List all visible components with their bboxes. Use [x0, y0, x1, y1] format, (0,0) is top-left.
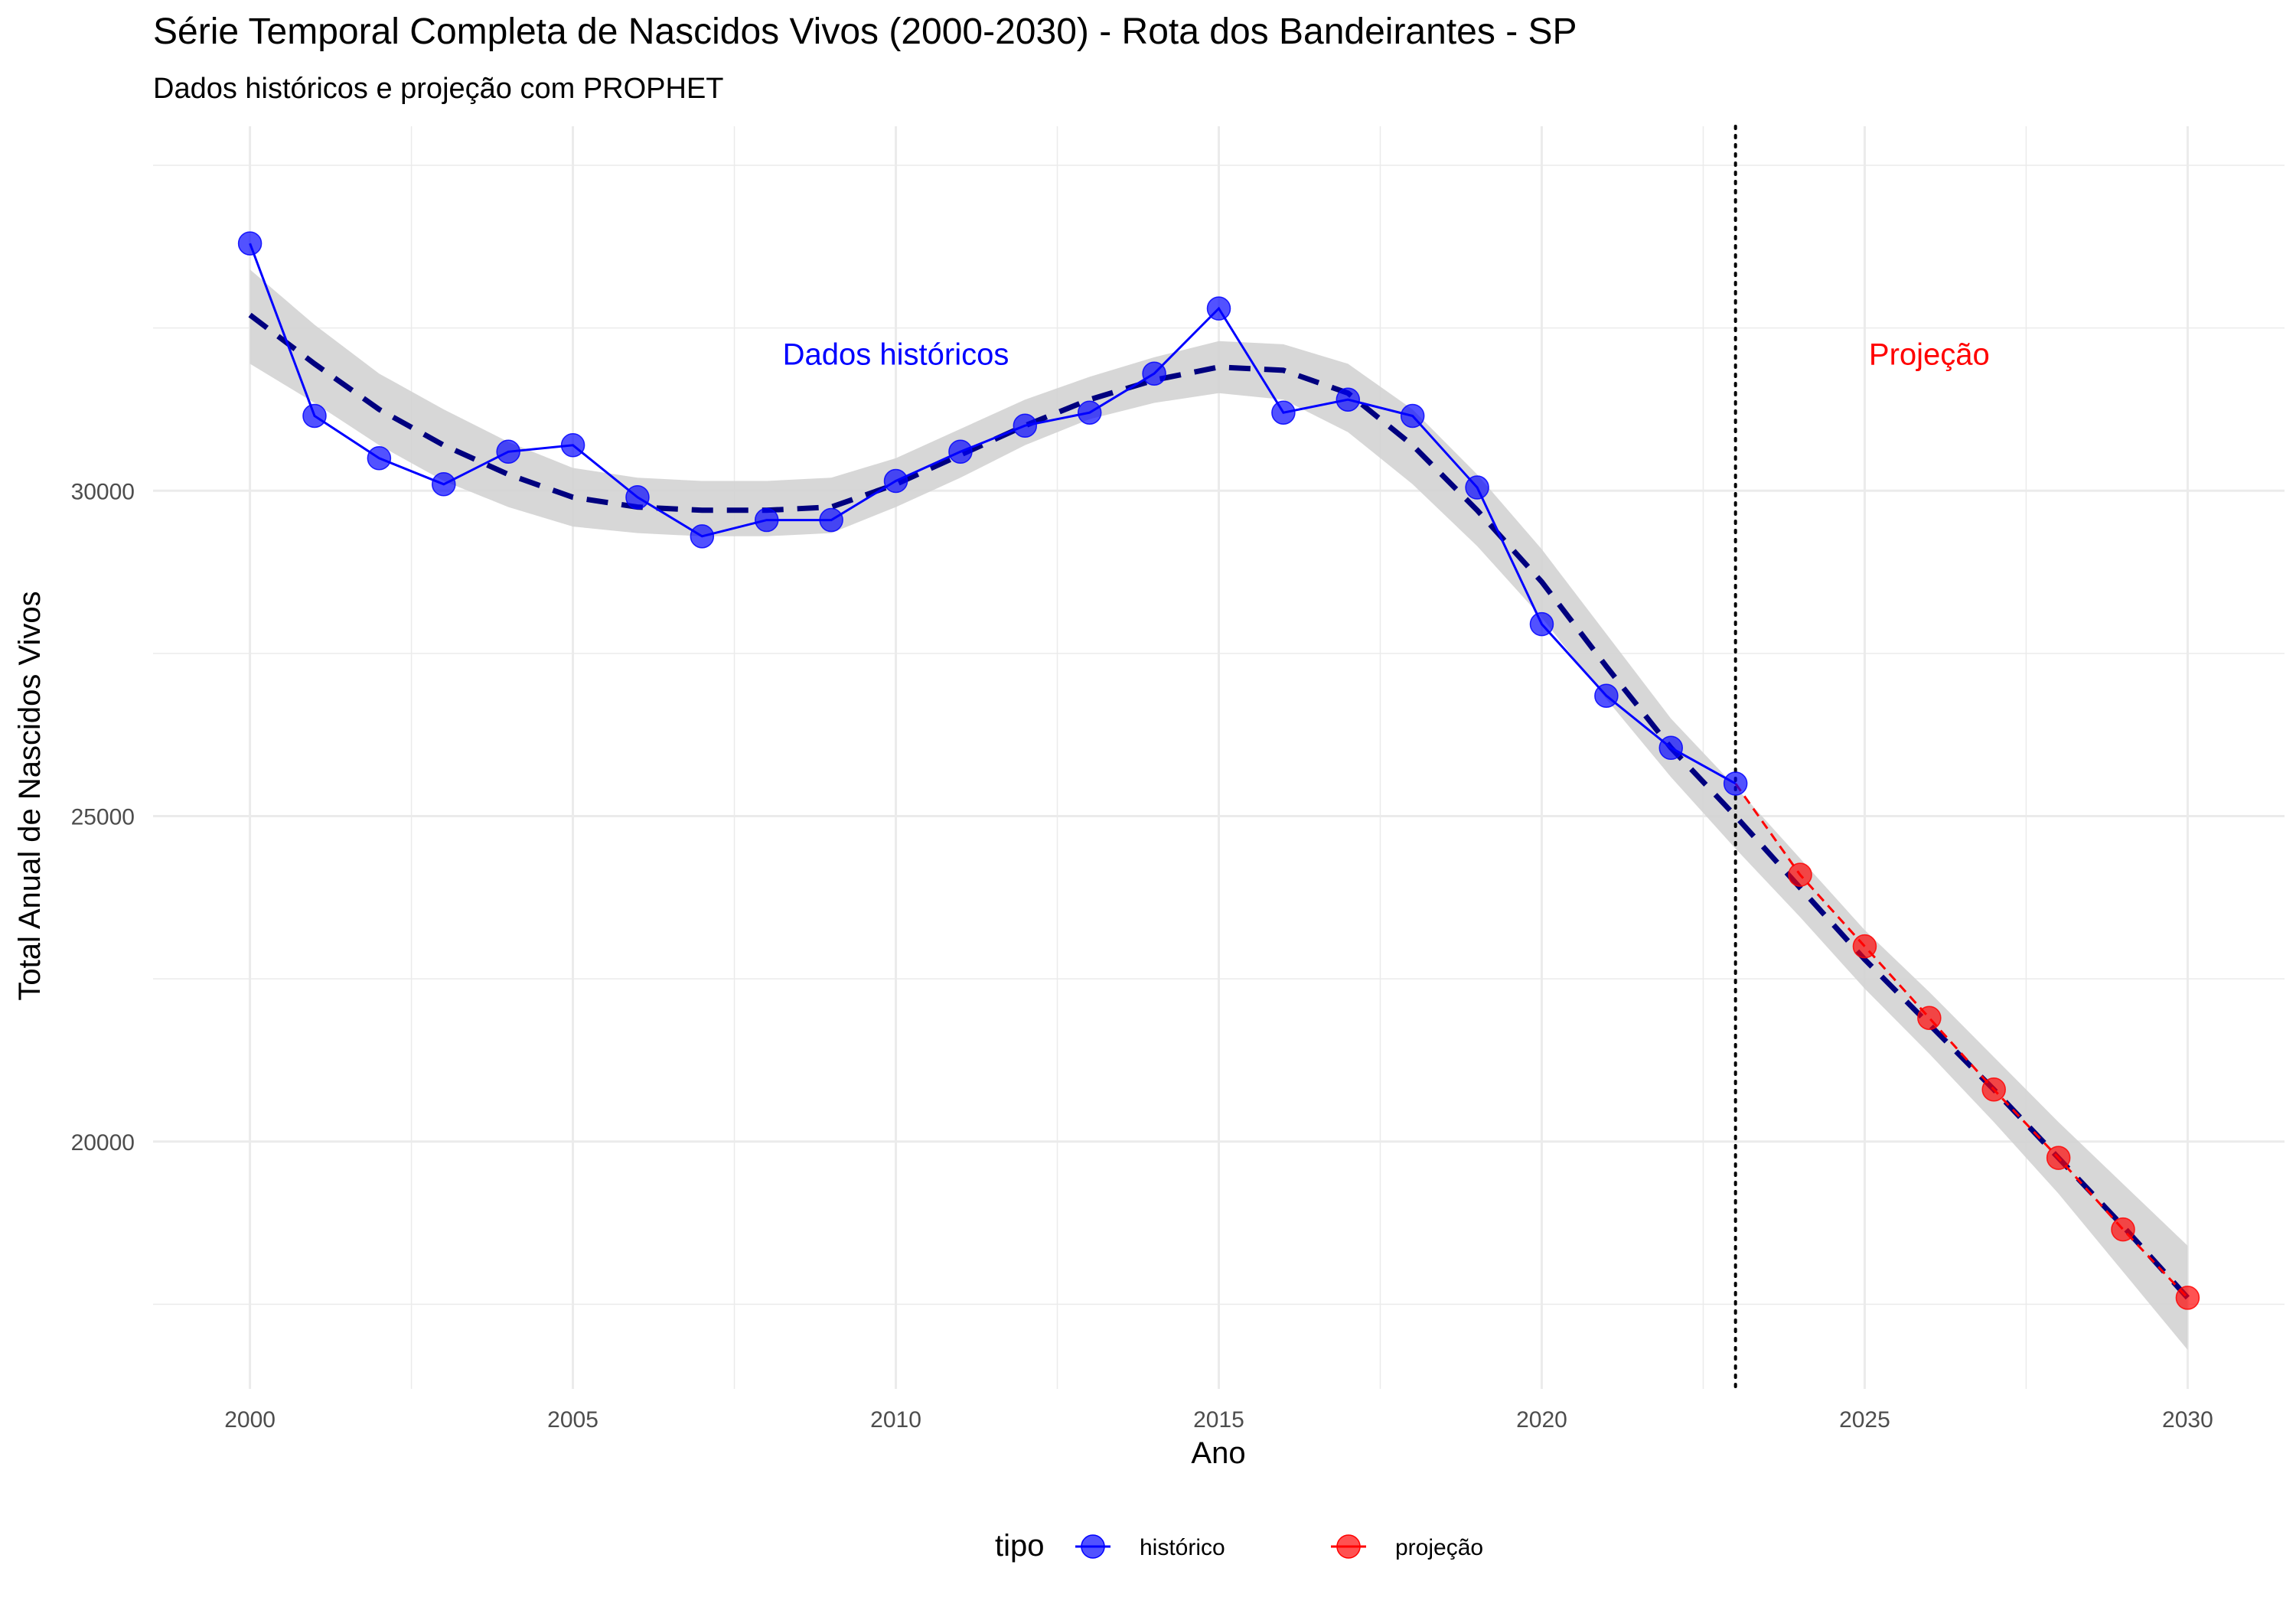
x-tick-label: 2030	[2162, 1407, 2213, 1433]
smooth-trend-line	[248, 312, 2190, 1300]
trend-line	[248, 312, 2190, 1300]
data-point-historico	[883, 468, 908, 494]
data-point-historico	[432, 472, 456, 497]
x-tick-label: 2005	[547, 1407, 598, 1433]
y-axis-ticks: 20000 25000 30000	[71, 479, 135, 1156]
y-tick-label: 20000	[71, 1130, 135, 1156]
chart-subtitle: Dados históricos e projeção com PROPHET	[153, 73, 724, 105]
legend-label-historico: histórico	[1140, 1535, 1225, 1560]
series-line-projecao	[1734, 783, 2189, 1299]
x-axis-label: Ano	[1191, 1436, 1245, 1470]
x-tick-label: 2025	[1839, 1407, 1890, 1433]
data-point-historico	[819, 507, 843, 533]
data-point-historico	[754, 507, 779, 533]
data-point-historico	[1658, 735, 1684, 760]
data-point-projecao	[2111, 1217, 2135, 1242]
legend-marker-historico	[1081, 1534, 1105, 1559]
data-point-projecao	[1788, 862, 1812, 887]
data-point-historico	[1336, 387, 1361, 412]
data-point-historico	[1142, 361, 1166, 386]
data-point-projecao	[1917, 1006, 1942, 1030]
data-point-historico	[1723, 771, 1748, 796]
data-point-historico	[625, 485, 650, 510]
data-point-historico	[496, 439, 520, 464]
legend-label-projecao: projeção	[1395, 1535, 1483, 1560]
data-point-historico	[1077, 400, 1102, 425]
data-point-projecao	[1981, 1077, 2006, 1102]
data-point-historico	[1594, 683, 1619, 708]
x-tick-label: 2015	[1193, 1407, 1244, 1433]
data-point-historico	[302, 403, 327, 429]
data-point-projecao	[2046, 1146, 2071, 1170]
data-point-historico	[1206, 296, 1231, 321]
series-line-historico	[249, 243, 1737, 785]
legend-title: tipo	[995, 1529, 1045, 1563]
series-group	[237, 231, 2200, 1310]
data-point-projecao	[1852, 934, 1877, 959]
data-point-projecao	[2175, 1286, 2200, 1310]
y-axis-label: Total Anual de Nascidos Vivos	[13, 591, 47, 1000]
data-point-historico	[1271, 400, 1296, 425]
annotation-label: Dados históricos	[783, 338, 1009, 372]
data-point-historico	[237, 231, 263, 256]
data-point-historico	[1465, 475, 1489, 500]
y-tick-label: 30000	[71, 479, 135, 504]
data-point-historico	[690, 524, 715, 549]
x-tick-label: 2000	[224, 1407, 276, 1433]
chart-title: Série Temporal Completa de Nascidos Vivo…	[153, 11, 1577, 52]
data-point-historico	[948, 439, 973, 464]
data-point-historico	[1529, 611, 1554, 637]
data-point-historico	[1013, 413, 1038, 438]
annotation-label: Projeção	[1869, 338, 1990, 372]
data-point-historico	[560, 433, 585, 458]
x-tick-label: 2020	[1516, 1407, 1567, 1433]
x-tick-label: 2010	[870, 1407, 921, 1433]
legend-marker-projecao	[1336, 1534, 1361, 1559]
annotations: Dados históricos Projeção	[783, 338, 1990, 372]
data-point-historico	[1400, 403, 1425, 429]
y-tick-label: 25000	[71, 805, 135, 830]
x-axis-ticks: 2000 2005 2010 2015 2020 2025 2030	[224, 1407, 2213, 1433]
legend: tipo histórico projeção	[995, 1529, 1483, 1563]
data-point-historico	[367, 446, 392, 471]
